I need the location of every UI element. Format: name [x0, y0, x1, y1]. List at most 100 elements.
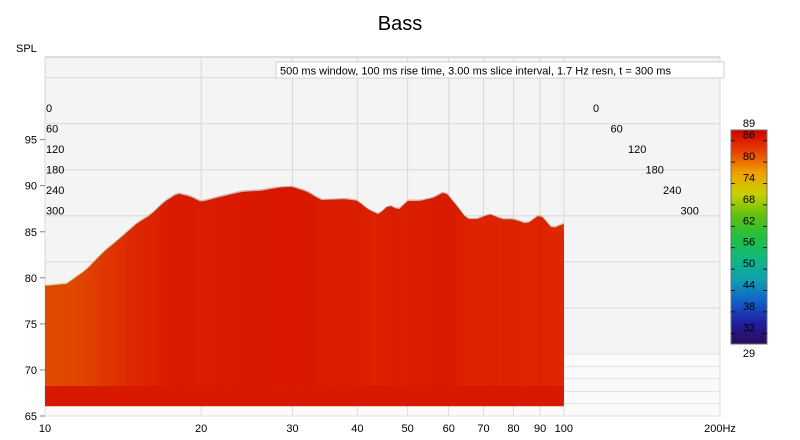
front-wash [204, 198, 210, 386]
colorbar-min-label: 29 [743, 348, 755, 360]
front-wash [157, 203, 162, 386]
front-wash [516, 218, 521, 386]
front-wash [153, 207, 158, 386]
front-wash [382, 206, 387, 386]
y-tick-label-6: 95 [25, 135, 37, 147]
front-wash [338, 197, 344, 386]
front-wash [416, 199, 422, 386]
front-wash [92, 257, 97, 386]
front-wash [421, 198, 426, 386]
front-wash [503, 217, 508, 386]
front-wash [490, 213, 495, 386]
front-wash [62, 282, 67, 386]
chart-title: Bass [378, 13, 422, 35]
y-axis-label: SPL [16, 43, 37, 55]
axes: 65 70 75 80 85 90 95 10 20 30 40 50 60 70 80 90 100 200Hz [25, 135, 736, 435]
colorbar-label-2: 44 [743, 280, 755, 292]
y-tick-label-0: 65 [25, 411, 37, 423]
x-tick-label-9: 100 [555, 423, 573, 435]
front-wash [369, 209, 374, 386]
front-wash [447, 192, 452, 386]
front-wash [243, 189, 249, 386]
front-wash [464, 214, 469, 386]
front-wash [183, 193, 188, 386]
front-wash [66, 279, 71, 386]
front-wash [269, 187, 275, 386]
front-wash [308, 191, 314, 386]
front-wash [326, 198, 331, 386]
front-wash [300, 188, 305, 386]
front-wash [114, 238, 119, 386]
front-wash [468, 217, 474, 386]
front-wash [252, 189, 257, 386]
time-label-right-4: 240 [663, 185, 681, 197]
annotation-text: 500 ms window, 100 ms rise time, 3.00 ms… [280, 66, 671, 78]
front-wash [434, 193, 439, 386]
y-tick-label-3: 80 [25, 273, 37, 285]
time-label-left-4: 240 [46, 185, 64, 197]
front-wash [533, 214, 538, 386]
front-wash [148, 211, 154, 386]
front-wash [118, 234, 123, 386]
x-tick-label-1: 20 [195, 423, 207, 435]
front-wash [373, 211, 378, 386]
x-tick-label-4: 50 [402, 423, 414, 435]
front-wash [511, 217, 517, 386]
front-wash [200, 199, 205, 386]
time-label-right-0: 0 [593, 103, 599, 115]
front-wash [347, 197, 352, 386]
x-tick-label-3: 40 [351, 423, 363, 435]
colorbar-label-7: 74 [743, 173, 755, 185]
x-tick-label-5: 60 [443, 423, 455, 435]
front-wash [166, 196, 171, 386]
front-wash [57, 282, 63, 386]
y-tick-label-2: 75 [25, 319, 37, 331]
front-wash [187, 194, 192, 386]
front-wash [460, 209, 465, 386]
front-wash [485, 213, 491, 386]
front-wash [386, 205, 391, 386]
front-wash [122, 230, 128, 386]
front-wash [524, 221, 530, 386]
front-wash [282, 186, 288, 386]
time-label-left-5: 300 [46, 206, 64, 218]
front-wash [559, 222, 564, 386]
front-wash [235, 190, 240, 386]
front-wash [79, 270, 84, 386]
front-wash [261, 188, 266, 386]
x-tick-label-2: 30 [286, 423, 298, 435]
front-wash [213, 196, 218, 386]
colorbar-label-8: 80 [743, 151, 755, 163]
front-wash [395, 207, 400, 386]
time-label-left-2: 120 [46, 144, 64, 156]
front-wash [498, 216, 504, 386]
colorbar-gradient [730, 129, 768, 345]
waterfall-surface [44, 185, 564, 407]
time-label-left-1: 60 [46, 124, 58, 136]
front-wash [520, 220, 525, 386]
time-label-left-0: 0 [46, 103, 52, 115]
front-wash [248, 189, 253, 386]
front-wash [170, 193, 175, 386]
front-wash [278, 186, 283, 386]
time-label-right-1: 60 [611, 124, 623, 136]
front-wash [313, 193, 318, 386]
front-wash [295, 186, 301, 386]
y-tick-label-5: 90 [25, 181, 37, 193]
x-tick-label-7: 80 [507, 423, 519, 435]
x-tick-label-8: 90 [534, 423, 546, 435]
front-wash [537, 214, 543, 386]
front-wash [88, 261, 93, 386]
front-wash [109, 241, 115, 386]
x-tick-label-0: 10 [39, 423, 51, 435]
front-wash [360, 202, 365, 386]
front-wash [70, 276, 76, 386]
surface-slice-fill [45, 187, 564, 407]
front-wash [364, 205, 370, 386]
front-wash [451, 198, 456, 386]
surface-slice-line [44, 186, 564, 287]
